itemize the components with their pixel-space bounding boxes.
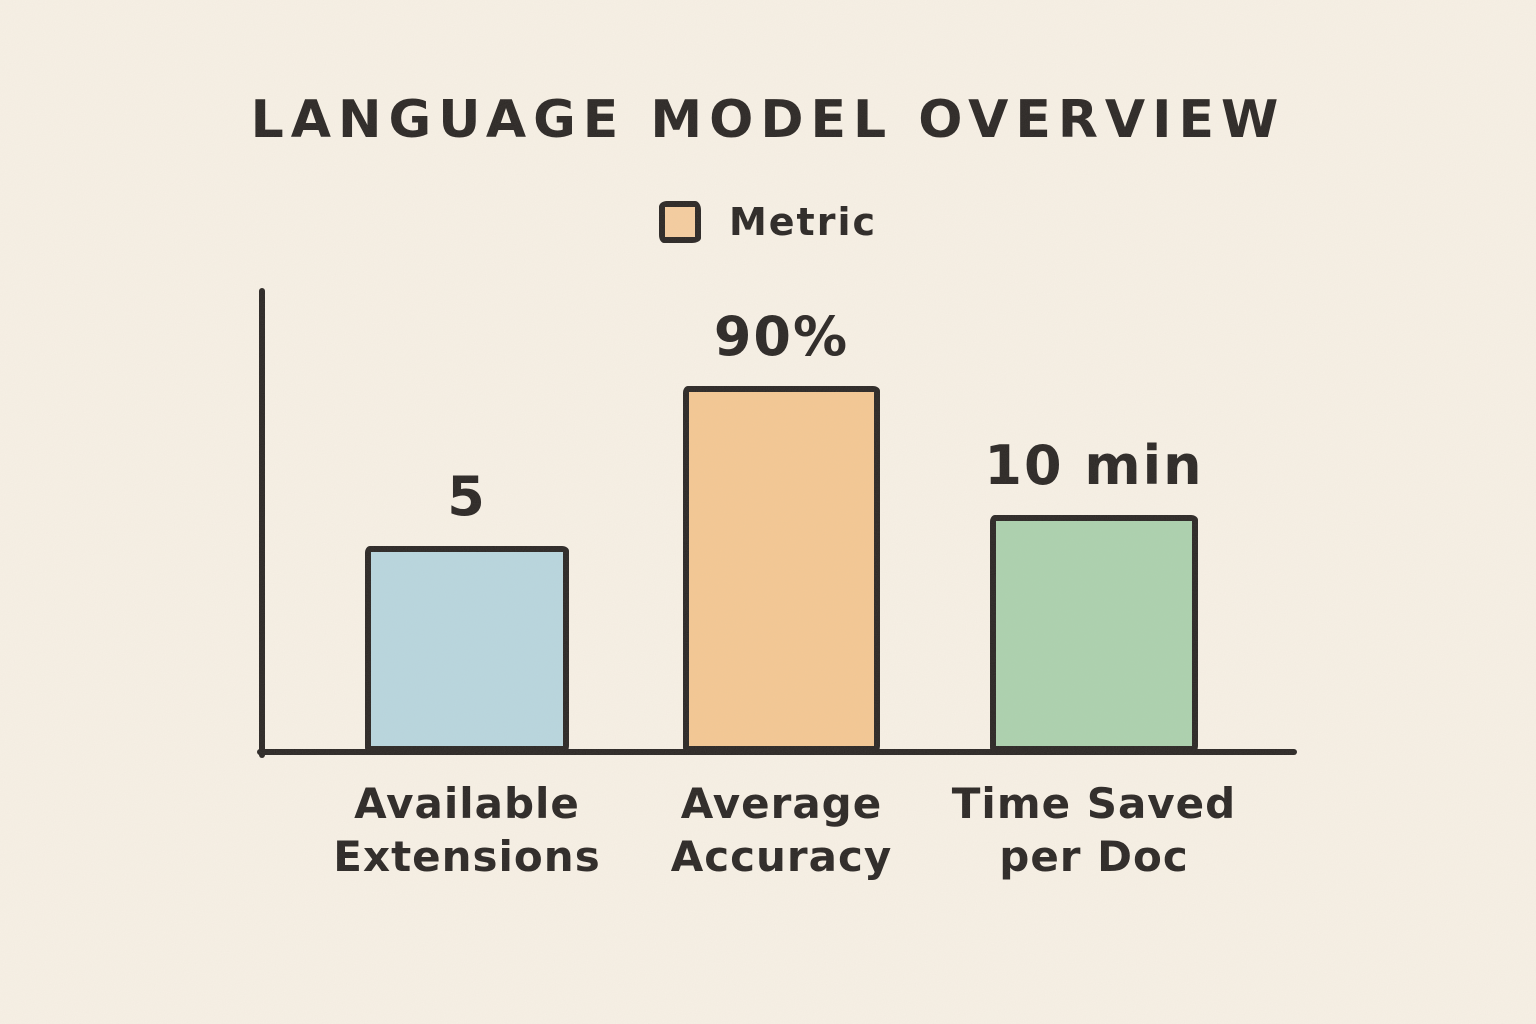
axis-label-average-accuracy: Average Accuracy <box>670 779 893 881</box>
legend-label: Metric <box>728 200 878 244</box>
bar-time-saved-per-doc <box>990 515 1198 752</box>
chart-title: LANGUAGE MODEL OVERVIEW <box>250 90 1286 150</box>
legend-swatch-metric <box>658 201 701 243</box>
bar-available-extensions <box>365 546 569 752</box>
legend: Metric <box>0 200 1536 244</box>
bar-value-label-average-accuracy: 90% <box>713 305 850 368</box>
y-axis-line <box>259 288 265 758</box>
axis-label-available-extensions: Available Extensions <box>333 779 601 881</box>
bar-value-label-available-extensions: 5 <box>447 465 487 528</box>
axis-label-time-saved-per-doc: Time Saved per Doc <box>951 779 1237 881</box>
bar-value-label-time-saved-per-doc: 10 min <box>984 434 1204 497</box>
bar-average-accuracy <box>683 386 880 752</box>
